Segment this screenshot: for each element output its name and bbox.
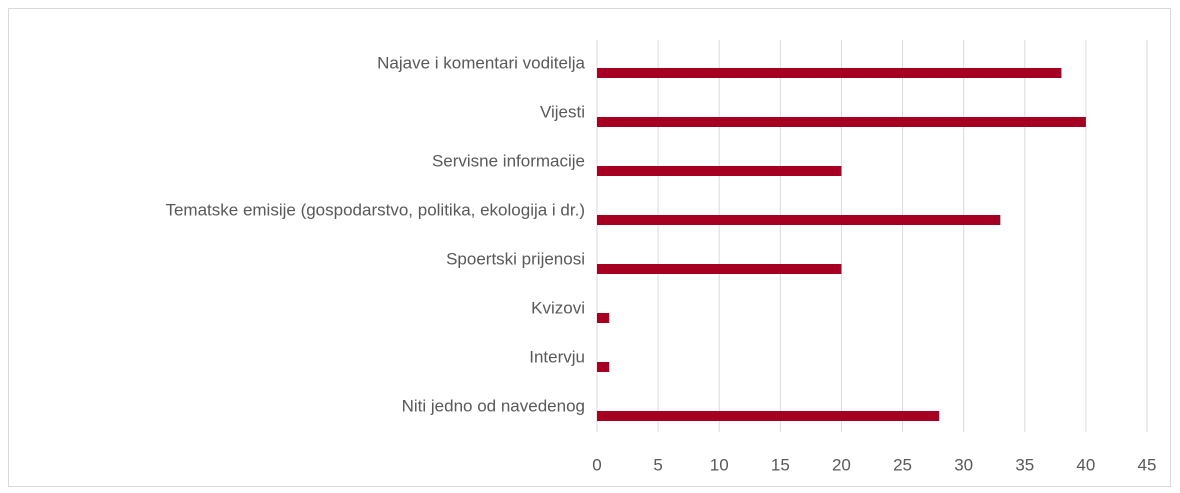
- bar: [597, 313, 610, 323]
- x-tick-label: 5: [653, 455, 662, 474]
- bar: [597, 362, 610, 372]
- y-tick-label: Tematske emisije (gospodarstvo, politika…: [165, 200, 585, 219]
- y-tick-label: Kvizovi: [531, 298, 585, 317]
- bar: [597, 215, 1001, 225]
- x-tick-label: 35: [1015, 455, 1034, 474]
- y-tick-label: Servisne informacije: [432, 151, 585, 170]
- x-tick-label: 20: [832, 455, 851, 474]
- x-tick-label: 45: [1138, 455, 1157, 474]
- y-tick-label: Najave i komentari voditelja: [377, 53, 585, 72]
- y-tick-label: Vijesti: [540, 102, 585, 121]
- bar: [597, 117, 1086, 127]
- x-tick-label: 40: [1076, 455, 1095, 474]
- x-tick-label: 0: [592, 455, 601, 474]
- y-tick-label: Spoertski prijenosi: [446, 249, 585, 268]
- bar: [597, 264, 842, 274]
- x-tick-label: 10: [710, 455, 729, 474]
- y-tick-label: Niti jedno od navedenog: [402, 396, 585, 415]
- x-tick-label: 15: [771, 455, 790, 474]
- y-tick-label: Intervju: [529, 347, 585, 366]
- x-tick-label: 25: [893, 455, 912, 474]
- bar: [597, 68, 1062, 78]
- x-tick-label: 30: [954, 455, 973, 474]
- bar: [597, 166, 842, 176]
- bar: [597, 411, 940, 421]
- chart-border: [8, 8, 1171, 487]
